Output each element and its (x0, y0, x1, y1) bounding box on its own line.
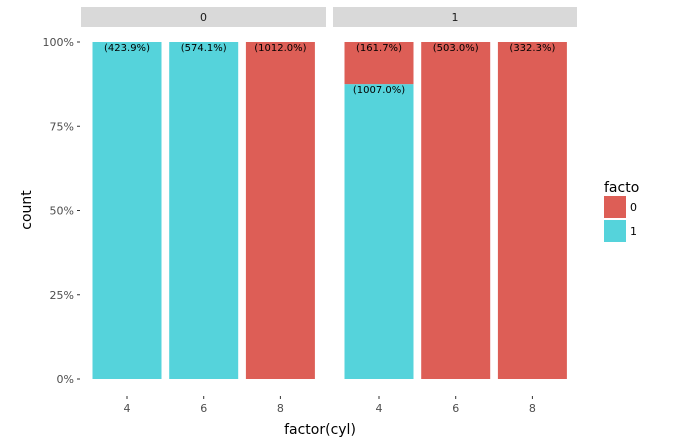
facets: 0 (423.9%) 4 (574.1%) 6 (1012.0%) 8 1 (1007.0%) (… (81, 7, 577, 415)
x-tick-label: 8 (277, 402, 284, 415)
legend-label: 1 (630, 225, 637, 238)
bar-label: (1007.0%) (353, 85, 405, 96)
x-tick-label: 8 (529, 402, 536, 415)
x-tick-label: 6 (200, 402, 207, 415)
x-tick-label: 6 (452, 402, 459, 415)
facet-strip-label: 0 (200, 11, 207, 24)
bar-label: (423.9%) (104, 43, 150, 54)
y-tick-label: 100% (43, 36, 74, 49)
bar-segment (421, 42, 491, 379)
bar-label: (332.3%) (509, 43, 555, 54)
facet-strip (333, 7, 577, 27)
legend-title: facto (604, 180, 639, 196)
facet-strip (81, 7, 326, 27)
bar-segment (497, 42, 567, 379)
facet-strip-label: 1 (452, 11, 459, 24)
bar-label: (1012.0%) (254, 43, 306, 54)
bar-segment (245, 42, 315, 379)
y-tick-label: 75% (50, 120, 74, 133)
y-tick-label: 50% (50, 205, 74, 218)
bar-segment (169, 42, 239, 379)
bar-label: (574.1%) (181, 43, 227, 54)
legend: facto 01 (604, 180, 639, 242)
x-tick-label: 4 (376, 402, 383, 415)
bar-segment (344, 42, 414, 85)
y-tick-label: 0% (57, 373, 74, 386)
y-axis: 0% 25% 50% 75% 100% (43, 36, 80, 386)
bar-label: (503.0%) (433, 43, 479, 54)
facet-panel-0: 0 (423.9%) 4 (574.1%) 6 (1012.0%) 8 (81, 7, 326, 415)
bar-segment (92, 42, 162, 379)
legend-label: 0 (630, 201, 637, 214)
x-tick-label: 4 (124, 402, 131, 415)
facet-panel-1: 1 (1007.0%) (161.7%) 4 (503.0%) 6 (332.3%) 8 (333, 7, 577, 415)
y-axis-title: count (19, 190, 35, 230)
legend-key (604, 196, 626, 218)
x-axis-title: factor(cyl) (284, 422, 356, 438)
y-tick-label: 25% (50, 289, 74, 302)
bar-label: (161.7%) (356, 43, 402, 54)
legend-key (604, 220, 626, 242)
legend-entries: 01 (604, 196, 637, 242)
bar-segment (344, 84, 414, 379)
